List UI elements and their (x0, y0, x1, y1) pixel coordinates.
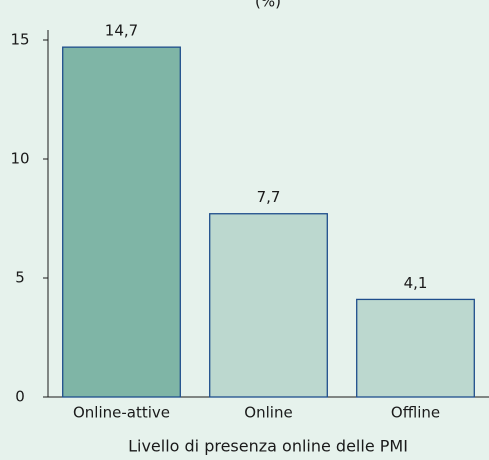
bar (62, 46, 181, 398)
y-tick-label: 5 (15, 269, 25, 287)
y-tick-label: 15 (10, 31, 29, 49)
value-label: 14,7 (105, 22, 138, 40)
value-label: 7,7 (257, 188, 281, 206)
bar (356, 298, 475, 398)
x-tick-label: Online (244, 404, 292, 422)
x-axis-title: Livello di presenza online delle PMI (128, 437, 408, 456)
bar (209, 213, 328, 398)
y-tick-label: 0 (15, 388, 25, 406)
unit-label: (%) (255, 0, 281, 11)
y-tick-label: 10 (10, 150, 29, 168)
value-label: 4,1 (404, 274, 428, 292)
x-tick-label: Online-attive (73, 404, 170, 422)
x-tick-label: Offline (391, 404, 440, 422)
